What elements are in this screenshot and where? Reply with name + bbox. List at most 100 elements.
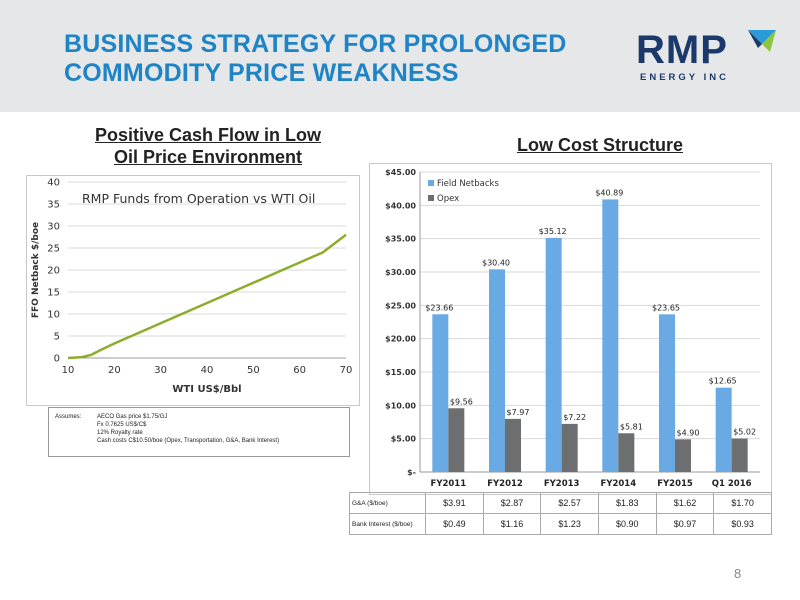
x-tick-label: 30 — [154, 365, 167, 376]
field-netback-bar — [602, 199, 619, 472]
logo-subtext: ENERGY INC — [640, 72, 729, 83]
opex-bar — [618, 433, 635, 472]
left-title-line1: Positive Cash Flow in Low — [94, 125, 322, 145]
ffo-line-chart: 0 5 10 15 20 25 30 35 40 10 20 30 40 50 60 70 RMP Funds … — [31, 178, 353, 396]
table-cell: $2.57 — [540, 492, 599, 514]
x-tick-label: 50 — [247, 365, 260, 376]
company-logo: RMP ENERGY INC — [636, 28, 776, 92]
data-label: $35.12 — [539, 227, 567, 236]
field-netback-bar — [545, 237, 562, 472]
opex-bar — [561, 423, 578, 472]
y-tick-label: $20.00 — [385, 335, 416, 344]
table-cell: $2.87 — [482, 492, 542, 514]
y-tick-label: 20 — [47, 266, 60, 277]
logo-text: RMP — [636, 28, 728, 72]
assumption-line: Fx 0.7625 US$/C$ — [97, 422, 147, 428]
table-cell: $1.16 — [482, 513, 542, 535]
x-tick-label: FY2011 — [431, 479, 467, 489]
table-cell: $1.70 — [713, 492, 772, 514]
y-tick-label: 15 — [47, 288, 60, 299]
row-label: Bank Interest ($/boe) — [349, 513, 426, 535]
y-tick-label: 30 — [47, 222, 60, 233]
right-panel-title: Low Cost Structure — [516, 135, 683, 155]
data-label: $30.40 — [482, 258, 510, 267]
y-tick-label: 25 — [47, 244, 60, 255]
data-label: $5.81 — [620, 422, 643, 431]
data-label: $23.66 — [425, 303, 453, 312]
data-label: $23.65 — [652, 303, 680, 312]
table-cell: $1.62 — [655, 492, 715, 514]
y-tick-label: $10.00 — [385, 401, 416, 410]
table-cell: $1.23 — [540, 513, 599, 535]
data-label: $12.65 — [709, 377, 737, 386]
legend-label: Field Netbacks — [437, 179, 499, 189]
table-row-bank-interest: Bank Interest ($/boe) $0.49 $1.16 $1.23 … — [349, 513, 772, 535]
left-panel-title: Positive Cash Flow in Low Oil Price Envi… — [56, 124, 360, 168]
cost-table: G&A ($/boe) $3.91 $2.87 $2.57 $1.83 $1.6… — [349, 492, 772, 535]
x-tick-label: 60 — [293, 365, 306, 376]
data-label: $5.02 — [733, 428, 756, 437]
x-tick-label: 20 — [108, 365, 121, 376]
y-tick-label: 10 — [47, 310, 60, 321]
slide-title: BUSINESS STRATEGY FOR PROLONGED COMMODIT… — [64, 30, 604, 88]
cost-bar-chart: $- $5.00 $10.00 $15.00 $20.00 $25.00 $30.00 $35… — [385, 168, 760, 489]
field-netback-bar — [489, 269, 505, 472]
legend-label: Opex — [437, 194, 459, 204]
check-arrow-icon — [748, 30, 776, 52]
opex-bar — [731, 438, 748, 472]
x-tick-label: FY2015 — [657, 479, 693, 489]
slide-title-line2: COMMODITY PRICE WEAKNESS — [64, 59, 459, 87]
x-tick-label: 70 — [340, 365, 353, 376]
y-axis-label: FFO Netback $/boe — [31, 222, 41, 318]
series-line — [67, 233, 347, 360]
x-tick-label: FY2013 — [544, 479, 580, 489]
header-band — [0, 0, 800, 112]
assumptions-box: Assumes: AECO Gas price $1.75/GJ Fx 0.76… — [48, 407, 350, 457]
y-tick-label: $35.00 — [385, 235, 416, 244]
field-netback-bar — [715, 387, 732, 472]
y-tick-label: 35 — [47, 200, 60, 211]
opex-bar — [675, 439, 691, 472]
y-tick-label: $- — [407, 468, 416, 477]
legend-swatch — [428, 195, 434, 201]
x-tick-label: 40 — [201, 365, 214, 376]
opex-bar — [448, 408, 465, 472]
y-tick-label: 40 — [47, 178, 60, 189]
y-tick-label: 0 — [54, 354, 60, 365]
y-tick-label: $5.00 — [391, 435, 417, 444]
data-label: $7.97 — [507, 408, 530, 417]
y-tick-label: 5 — [54, 332, 60, 343]
x-tick-label: FY2012 — [487, 479, 523, 489]
x-axis-label: WTI US$/Bbl — [172, 384, 241, 395]
field-netback-bar — [432, 314, 449, 472]
assumption-line: 12% Royalty rate — [97, 430, 143, 436]
y-tick-label: $40.00 — [385, 201, 416, 210]
table-cell: $0.97 — [655, 513, 715, 535]
x-tick-label: Q1 2016 — [712, 479, 752, 489]
assumptions-lines: AECO Gas price $1.75/GJ Fx 0.7625 US$/C$… — [97, 413, 347, 445]
data-label: $40.89 — [595, 188, 623, 197]
line-chart-frame — [26, 175, 360, 406]
table-cell: $1.83 — [597, 492, 657, 514]
table-cell: $0.93 — [713, 513, 772, 535]
table-cell: $3.91 — [425, 492, 484, 514]
assumption-line: Cash costs C$10.50/boe (Opex, Transporta… — [97, 438, 280, 444]
data-label: $9.56 — [450, 397, 473, 406]
table-row-ga: G&A ($/boe) $3.91 $2.87 $2.57 $1.83 $1.6… — [349, 492, 772, 514]
data-label: $7.22 — [563, 413, 586, 422]
table-cell: $0.90 — [597, 513, 657, 535]
field-netback-bar — [659, 314, 675, 472]
y-tick-label: $15.00 — [385, 368, 416, 377]
y-tick-label: $30.00 — [385, 268, 416, 277]
assumptions-label: Assumes: — [55, 414, 82, 420]
assumption-line: AECO Gas price $1.75/GJ — [97, 414, 168, 420]
data-label: $4.90 — [677, 428, 700, 437]
slide-title-line1: BUSINESS STRATEGY FOR PROLONGED — [64, 30, 567, 58]
y-tick-label: $25.00 — [385, 301, 416, 310]
page-number: 8 — [734, 566, 742, 581]
legend-swatch — [428, 180, 434, 186]
opex-bar — [505, 418, 521, 472]
chart-title: RMP Funds from Operation vs WTI Oil — [82, 191, 315, 206]
y-tick-label: $45.00 — [385, 168, 416, 177]
x-tick-label: FY2014 — [601, 479, 637, 489]
